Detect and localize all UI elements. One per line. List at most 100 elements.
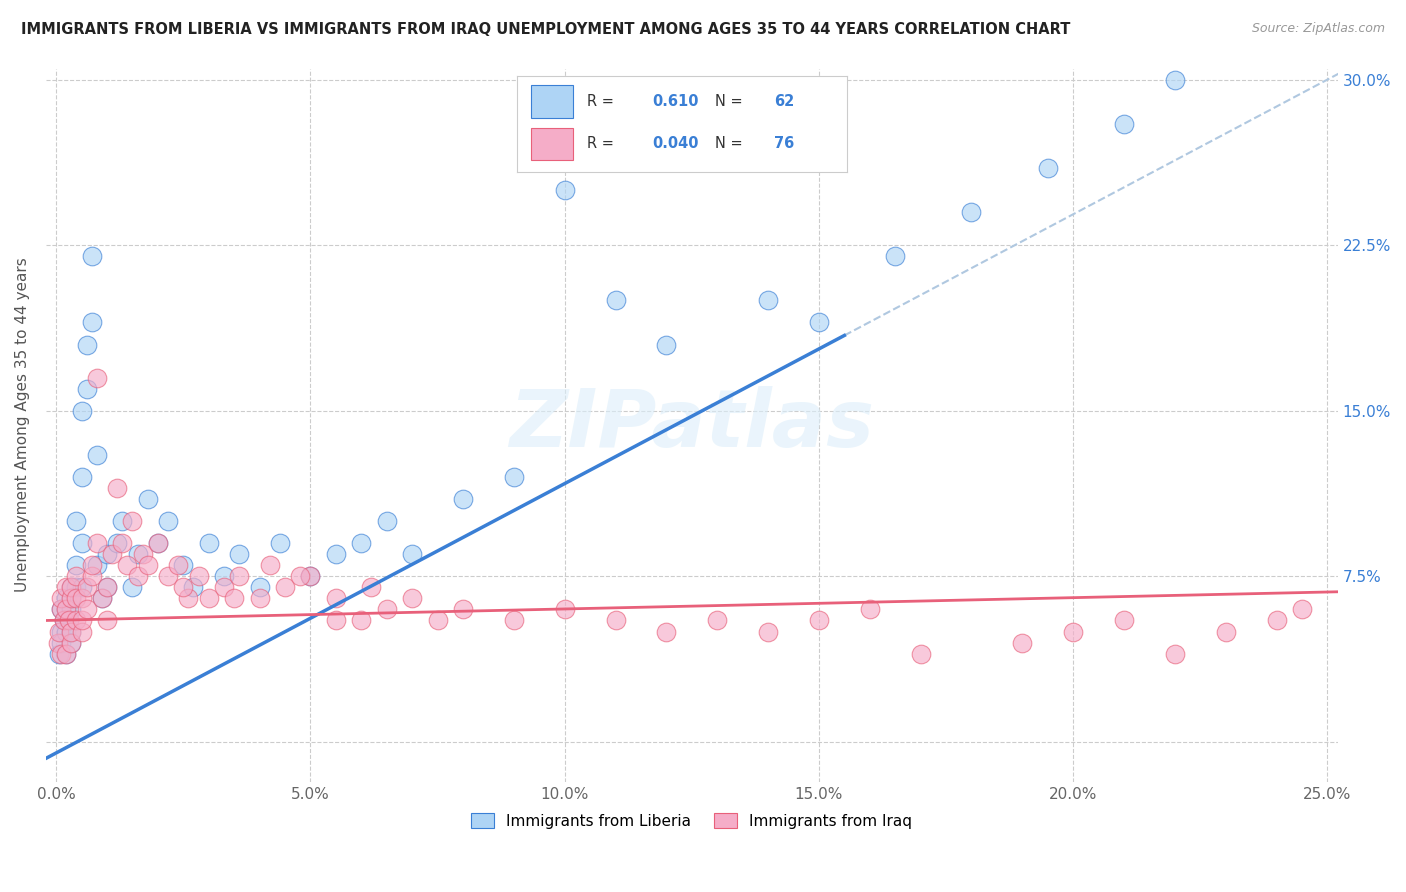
Point [375, 514, 398, 528]
Point [360, 580, 382, 594]
Point [58, 614, 80, 628]
Point [60, 580, 83, 594]
Point [55, 647, 77, 661]
Point [55, 647, 77, 661]
Point [146, 536, 169, 550]
Point [80, 558, 103, 573]
Point [60, 635, 83, 649]
Point [157, 514, 180, 528]
Point [60, 591, 83, 606]
Point [65, 514, 87, 528]
Point [859, 602, 882, 616]
Point [70, 591, 93, 606]
Point [48, 624, 70, 639]
Point [51, 647, 73, 661]
Point [90, 591, 112, 606]
Point [70, 536, 93, 550]
Point [65, 569, 87, 583]
Point [249, 580, 271, 594]
Point [451, 491, 474, 506]
Point [172, 580, 194, 594]
Point [131, 547, 153, 561]
Point [1062, 624, 1084, 639]
Point [172, 558, 194, 573]
Point [60, 624, 83, 639]
Point [58, 614, 80, 628]
Point [224, 591, 246, 606]
Point [1291, 602, 1313, 616]
Point [269, 536, 291, 550]
Point [70, 614, 93, 628]
Point [121, 580, 143, 594]
Point [502, 614, 524, 628]
Text: Source: ZipAtlas.com: Source: ZipAtlas.com [1251, 22, 1385, 36]
Point [884, 249, 907, 263]
Point [60, 635, 83, 649]
Point [127, 569, 149, 583]
Point [807, 614, 830, 628]
Point [605, 293, 627, 308]
Point [136, 491, 159, 506]
Y-axis label: Unemployment Among Ages 35 to 44 years: Unemployment Among Ages 35 to 44 years [15, 258, 30, 592]
Point [325, 614, 347, 628]
Point [1215, 624, 1237, 639]
Point [451, 602, 474, 616]
Point [228, 569, 250, 583]
Point [1265, 614, 1288, 628]
Point [274, 580, 297, 594]
Point [655, 337, 678, 351]
Point [51, 602, 73, 616]
Point [756, 624, 779, 639]
Point [76, 382, 98, 396]
Point [228, 547, 250, 561]
Point [60, 580, 83, 594]
Point [177, 591, 200, 606]
Point [51, 602, 73, 616]
Point [80, 569, 103, 583]
Point [60, 591, 83, 606]
Point [807, 315, 830, 329]
Point [55, 602, 77, 616]
Point [136, 558, 159, 573]
Point [86, 370, 108, 384]
Point [96, 580, 118, 594]
Point [70, 403, 93, 417]
Point [111, 514, 134, 528]
Point [756, 293, 779, 308]
Point [90, 591, 112, 606]
Point [187, 569, 209, 583]
Point [426, 614, 449, 628]
Point [70, 624, 93, 639]
Point [105, 481, 128, 495]
Point [259, 558, 281, 573]
Point [51, 635, 73, 649]
Legend: Immigrants from Liberia, Immigrants from Iraq: Immigrants from Liberia, Immigrants from… [465, 806, 918, 835]
Point [65, 580, 87, 594]
Point [86, 536, 108, 550]
Point [146, 536, 169, 550]
Point [76, 580, 98, 594]
Point [706, 614, 728, 628]
Point [350, 536, 373, 550]
Point [96, 580, 118, 594]
Point [325, 547, 347, 561]
Point [1036, 161, 1059, 175]
Point [76, 337, 98, 351]
Point [111, 536, 134, 550]
Point [60, 602, 83, 616]
Point [157, 569, 180, 583]
Point [183, 580, 205, 594]
Point [605, 614, 627, 628]
Point [299, 569, 322, 583]
Point [325, 591, 347, 606]
Point [212, 569, 235, 583]
Point [48, 647, 70, 661]
Point [554, 183, 576, 197]
Point [167, 558, 190, 573]
Point [375, 602, 398, 616]
Point [55, 602, 77, 616]
Point [350, 614, 373, 628]
Point [127, 547, 149, 561]
Point [1164, 72, 1187, 87]
Point [51, 591, 73, 606]
